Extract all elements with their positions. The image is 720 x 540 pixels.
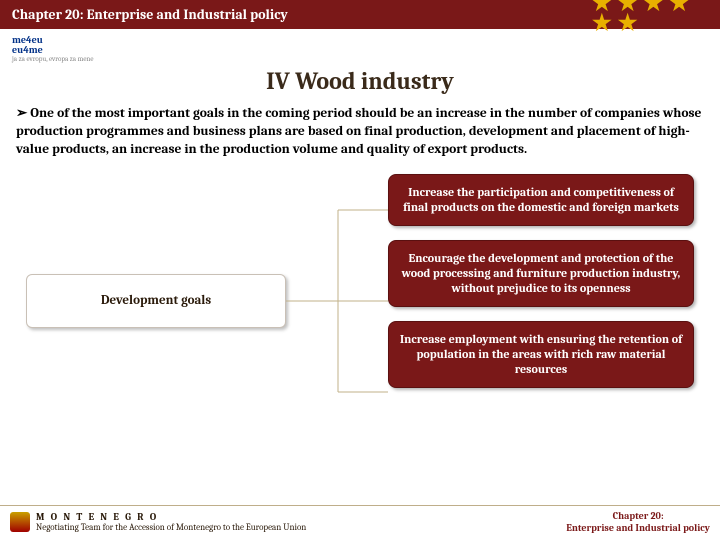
paragraph-text: One of the most important goals in the c…: [16, 106, 701, 157]
goal-text: Increase employment with ensuring the re…: [400, 332, 682, 376]
star-icon: ★: [669, 0, 689, 10]
main-paragraph: One of the most important goals in the c…: [0, 105, 720, 160]
star-icon: ★: [643, 0, 663, 10]
diagram-right-column: Increase the participation and competiti…: [388, 174, 694, 388]
goal-box-2: Encourage the development and protection…: [388, 240, 694, 307]
diagram-left-node: Development goals: [26, 274, 286, 328]
footer-chapter-line2: Enterprise and Industrial policy: [566, 522, 710, 534]
eu-stars: ★ ★ ★ ★ ★ ★: [592, 0, 712, 30]
star-icon: ★: [618, 16, 638, 30]
project-logo: me4eu eu4me ja za evropu, evropa za mene: [12, 35, 93, 63]
development-goals-diagram: Development goals Increase the participa…: [0, 174, 720, 444]
footer-left: M O N T E N E G R O Negotiating Team for…: [10, 511, 306, 533]
logo-line2: eu4me: [12, 45, 93, 55]
slide-footer: M O N T E N E G R O Negotiating Team for…: [0, 505, 720, 540]
star-icon: ★: [618, 0, 638, 10]
goal-text: Encourage the development and protection…: [402, 251, 681, 295]
chapter-title: Chapter 20: Enterprise and Industrial po…: [12, 6, 288, 23]
footer-chapter-line1: Chapter 20:: [566, 510, 710, 522]
left-node-label: Development goals: [101, 293, 211, 308]
logo-row: me4eu eu4me ja za evropu, evropa za mene: [0, 29, 720, 65]
crest-icon: [10, 512, 30, 532]
goal-box-1: Increase the participation and competiti…: [388, 174, 694, 226]
star-icon: ★: [592, 16, 612, 30]
logo-tagline: ja za evropu, evropa za mene: [12, 55, 93, 63]
section-title: IV Wood industry: [0, 67, 720, 95]
footer-right: Chapter 20: Enterprise and Industrial po…: [566, 510, 710, 534]
footer-left-text: M O N T E N E G R O Negotiating Team for…: [36, 511, 306, 533]
goal-box-3: Increase employment with ensuring the re…: [388, 321, 694, 388]
footer-country: M O N T E N E G R O: [36, 511, 306, 523]
star-icon: ★: [592, 0, 612, 10]
goal-text: Increase the participation and competiti…: [403, 185, 679, 214]
chapter-header-bar: Chapter 20: Enterprise and Industrial po…: [0, 0, 720, 29]
footer-team: Negotiating Team for the Accession of Mo…: [36, 523, 306, 533]
bullet-arrow-icon: [16, 106, 30, 121]
